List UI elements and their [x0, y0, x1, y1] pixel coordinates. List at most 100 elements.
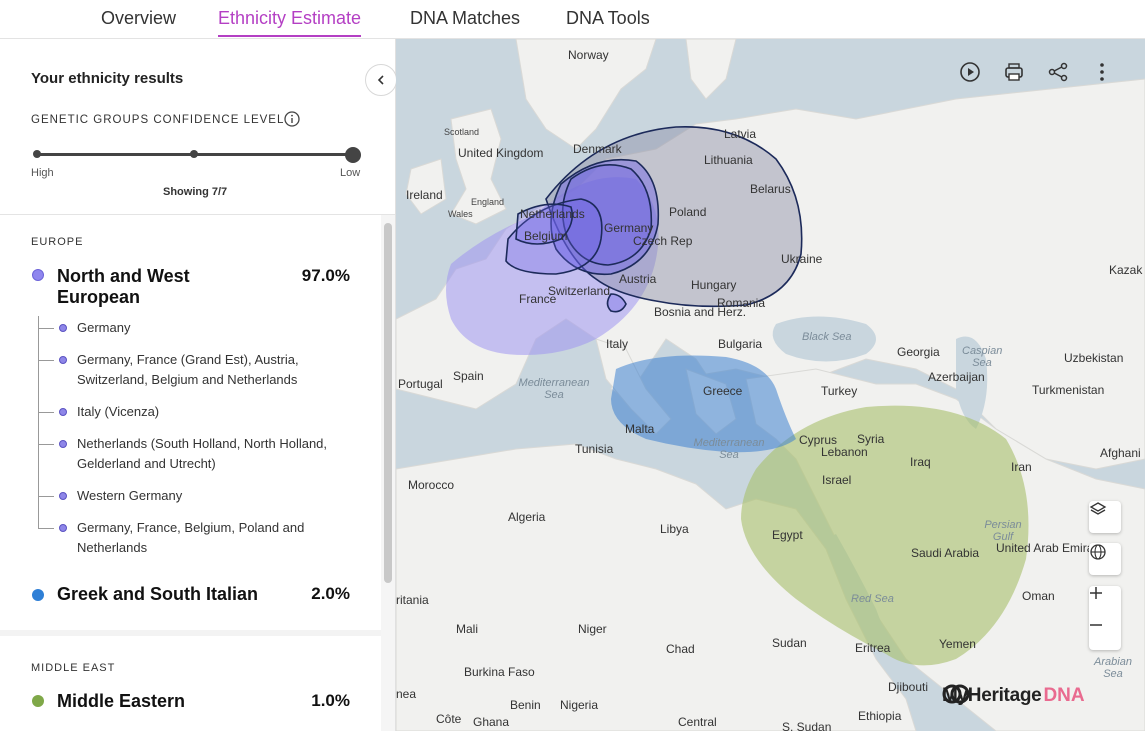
tree-branch [38, 360, 54, 361]
play-icon [960, 62, 980, 82]
map-label: Egypt [772, 528, 803, 542]
share-button[interactable] [1047, 61, 1073, 87]
germany-area[interactable] [550, 158, 660, 276]
map-label: Morocco [408, 478, 455, 492]
subgroup-tree-line [38, 316, 39, 528]
map-label: Wales [448, 209, 473, 219]
eastern-europe-area[interactable] [545, 125, 803, 308]
map-label: Turkey [821, 384, 858, 398]
map-label: Azerbaijan [928, 370, 985, 384]
tree-branch [38, 412, 54, 413]
map-label: Saudi Arabia [911, 546, 980, 560]
ethnicity-list: EUROPE North and West European 97.0% Ger… [0, 215, 381, 731]
map-label: Portugal [398, 377, 443, 391]
north-west-european-area[interactable] [446, 177, 659, 355]
slider-stop-high[interactable] [33, 150, 41, 158]
slider-stop-mid[interactable] [190, 150, 198, 158]
layers-button[interactable] [1089, 501, 1121, 533]
section-divider [0, 630, 381, 636]
map-label: Romania [717, 296, 766, 310]
more-options-button[interactable] [1091, 61, 1117, 87]
map-label: Nigeria [560, 698, 599, 712]
subgroup-dot [59, 356, 67, 364]
tab-dna-tools[interactable]: DNA Tools [566, 8, 650, 28]
map-label: Sudan [772, 636, 807, 650]
group-name: Greek and South Italian [57, 584, 259, 604]
ethnicity-results-panel: Your ethnicity results GENETIC GROUPS CO… [0, 39, 397, 731]
group-color-dot [32, 695, 44, 707]
tree-branch [38, 328, 54, 329]
map-label: Iraq [910, 455, 931, 469]
subgroup-label: Germany [77, 320, 131, 335]
share-icon [1048, 62, 1068, 82]
confidence-slider-handle[interactable] [345, 147, 361, 163]
layers-icon [1089, 502, 1107, 515]
map-label: Kazak [1109, 263, 1143, 277]
map-label: Poland [669, 205, 707, 219]
map-label: Belgium [524, 229, 568, 243]
group-name: North and West European [57, 266, 190, 307]
map-label: Bosnia and Herz. [654, 305, 747, 319]
subgroup-dot [59, 408, 67, 416]
map-label: Côte [436, 712, 462, 726]
sea-label: Red Sea [851, 593, 894, 605]
map-label: S. Sudan [782, 720, 832, 731]
panel-title: Your ethnicity results [31, 70, 184, 87]
map-label: England [471, 197, 505, 207]
ethnicity-map[interactable]: Norway Scotland United Kingdom England W… [396, 39, 1145, 731]
group-name: Middle Eastern [57, 691, 186, 711]
globe-button[interactable] [1089, 543, 1121, 575]
map-label: Djibouti [888, 680, 929, 694]
greek-south-italian-area[interactable] [611, 355, 796, 453]
map-label: Afghani [1100, 446, 1141, 460]
map-label: Lithuania [704, 153, 753, 167]
map-label: Syria [857, 432, 885, 446]
tree-branch [38, 528, 54, 529]
map-label: Mali [456, 622, 479, 636]
divider [0, 214, 395, 215]
subgroup-label: Germany, France, Belgium, Poland and Net… [77, 520, 305, 555]
western-germany-area[interactable] [505, 198, 603, 275]
showing-count: Showing 7/7 [163, 186, 228, 198]
zoom-out-button[interactable] [1089, 618, 1121, 650]
tab-dna-matches[interactable]: DNA Matches [410, 8, 521, 28]
map-label: Ghana [473, 715, 510, 729]
map-label: Lebanon [821, 445, 868, 459]
globe-icon [1090, 544, 1106, 560]
myheritage-dna-logo: MyHeritage DNA [942, 682, 1085, 710]
more-vertical-icon [1100, 63, 1104, 81]
map-label: Uzbekistan [1064, 351, 1124, 365]
middle-eastern-area[interactable] [741, 405, 1029, 666]
print-button[interactable] [1003, 61, 1029, 87]
italy-vicenza-area[interactable] [606, 293, 627, 313]
tab-ethnicity-estimate[interactable]: Ethnicity Estimate [218, 8, 362, 37]
map-label: Algeria [508, 510, 546, 524]
subgroup-dot [59, 440, 67, 448]
map-label: Latvia [724, 127, 757, 141]
germany-inner-area[interactable] [561, 163, 653, 266]
myheritage-logo-icon [942, 684, 970, 704]
map-label: Ukraine [781, 252, 823, 266]
chevron-left-icon [377, 75, 384, 85]
map-label: Eritrea [855, 641, 891, 655]
map-label: Netherlands [520, 207, 585, 221]
info-icon[interactable] [284, 111, 300, 127]
play-button[interactable] [959, 61, 985, 87]
subgroup-label: Germany, France (Grand Est), Austria, Sw… [77, 352, 299, 387]
map-label: Burkina Faso [464, 665, 535, 679]
tab-overview[interactable]: Overview [101, 8, 177, 28]
sea-label: Mediterranean Sea [518, 377, 590, 401]
map-label: United Arab Emirates [996, 542, 1109, 555]
group-percent: 2.0% [311, 584, 350, 603]
group-color-dot [32, 589, 44, 601]
zoom-in-button[interactable] [1089, 586, 1121, 618]
map-label: Iran [1011, 460, 1032, 474]
map-label: Switzerland [548, 284, 611, 298]
region-label-europe: EUROPE [31, 236, 84, 248]
scrollbar-thumb[interactable] [384, 223, 392, 583]
zoom-controls [1089, 586, 1121, 650]
collapse-panel-button[interactable] [365, 64, 397, 96]
top-tab-bar: Overview Ethnicity Estimate DNA Matches … [0, 0, 1145, 39]
netherlands-area[interactable] [515, 203, 574, 245]
map-label: Hungary [691, 278, 737, 292]
